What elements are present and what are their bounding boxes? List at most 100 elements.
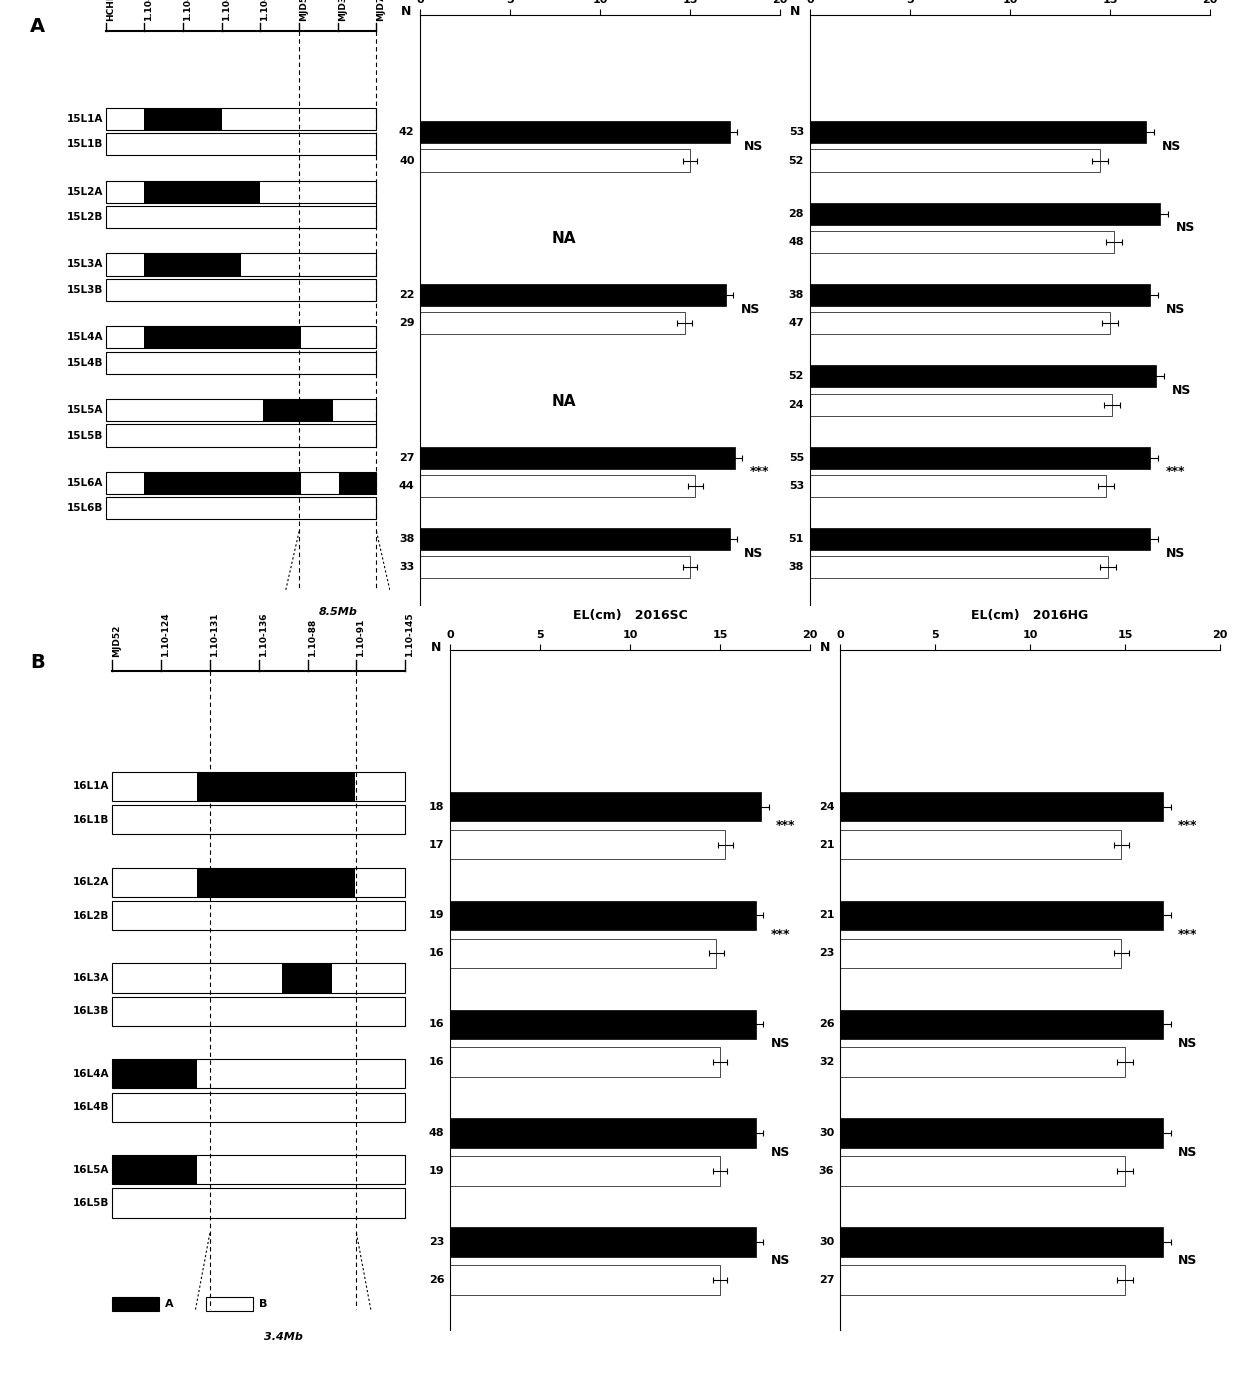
Text: NS: NS xyxy=(1178,1037,1198,1050)
Bar xyxy=(450,1118,756,1148)
Bar xyxy=(105,278,377,301)
Text: 18: 18 xyxy=(429,802,445,812)
Bar xyxy=(112,1060,405,1089)
Text: 15L6B: 15L6B xyxy=(67,503,103,514)
Text: NS: NS xyxy=(770,1255,790,1267)
Text: N: N xyxy=(430,640,441,654)
Bar xyxy=(112,1155,405,1184)
Text: 17: 17 xyxy=(429,839,445,849)
Text: 24: 24 xyxy=(789,400,804,410)
Bar xyxy=(839,1156,1125,1186)
Bar xyxy=(810,202,1159,224)
Text: A: A xyxy=(165,1299,174,1309)
Bar xyxy=(105,472,144,494)
Text: 15L1A: 15L1A xyxy=(67,114,103,123)
Text: 15L2B: 15L2B xyxy=(67,212,103,222)
Text: 23: 23 xyxy=(818,949,835,958)
Text: NS: NS xyxy=(1162,140,1182,152)
Bar xyxy=(112,1188,405,1217)
Bar xyxy=(112,964,405,993)
Text: HCHR1-66: HCHR1-66 xyxy=(105,0,115,21)
Text: 1.10-28: 1.10-28 xyxy=(222,0,231,21)
Text: N: N xyxy=(790,4,800,18)
Bar xyxy=(105,424,377,446)
Text: 27: 27 xyxy=(399,453,414,463)
Bar xyxy=(356,771,405,801)
Text: 29: 29 xyxy=(399,319,414,328)
Text: B: B xyxy=(30,654,45,672)
Text: NS: NS xyxy=(744,140,764,152)
Text: 16: 16 xyxy=(429,1019,445,1029)
Text: 38: 38 xyxy=(399,535,414,544)
Bar xyxy=(105,399,377,421)
Text: 1.10-2: 1.10-2 xyxy=(260,0,269,21)
Text: N: N xyxy=(401,4,410,18)
Bar xyxy=(332,964,405,993)
Bar xyxy=(839,1265,1125,1295)
Text: 16L3A: 16L3A xyxy=(73,974,109,983)
Text: 16L1A: 16L1A xyxy=(73,781,109,791)
Bar xyxy=(112,997,405,1026)
Bar xyxy=(112,902,405,931)
Bar xyxy=(810,475,1106,497)
Text: MJD30: MJD30 xyxy=(337,0,347,21)
Text: 1.10-145: 1.10-145 xyxy=(405,612,414,658)
Bar xyxy=(420,284,725,306)
Bar xyxy=(810,284,1149,306)
Bar xyxy=(810,150,1100,172)
Text: 26: 26 xyxy=(818,1019,835,1029)
Bar xyxy=(112,997,405,1026)
Text: NS: NS xyxy=(744,547,764,560)
Bar xyxy=(105,133,377,155)
Text: 1.10-14: 1.10-14 xyxy=(144,0,154,21)
Bar xyxy=(105,180,377,202)
Text: 42: 42 xyxy=(399,127,414,137)
Text: 44: 44 xyxy=(399,481,414,492)
Bar xyxy=(105,133,377,155)
Text: 24: 24 xyxy=(818,802,835,812)
Text: B: B xyxy=(259,1299,267,1309)
Bar xyxy=(260,180,377,202)
Bar xyxy=(839,1010,1163,1039)
Text: NS: NS xyxy=(1176,222,1195,234)
Bar xyxy=(300,327,377,349)
Bar xyxy=(839,900,1163,931)
Bar xyxy=(420,120,729,143)
Bar xyxy=(450,1047,720,1078)
Bar xyxy=(263,399,334,421)
Text: 16: 16 xyxy=(429,1057,445,1066)
Bar xyxy=(839,1227,1163,1256)
Text: NA: NA xyxy=(552,395,577,409)
Text: NS: NS xyxy=(1178,1145,1198,1158)
Text: 15L6A: 15L6A xyxy=(67,478,103,488)
Bar xyxy=(839,830,1121,859)
Bar xyxy=(839,939,1121,968)
Text: 30: 30 xyxy=(820,1237,835,1246)
Bar xyxy=(112,1093,405,1122)
Text: 33: 33 xyxy=(399,562,414,572)
Text: 1.10-124: 1.10-124 xyxy=(161,612,170,658)
Text: 16L1B: 16L1B xyxy=(73,814,109,824)
Bar xyxy=(197,867,356,897)
Bar xyxy=(241,253,377,276)
Bar xyxy=(105,180,144,202)
Bar xyxy=(839,1118,1163,1148)
Bar xyxy=(300,472,339,494)
Text: 51: 51 xyxy=(789,535,804,544)
Bar xyxy=(144,327,300,349)
Bar xyxy=(197,1155,405,1184)
Text: NA: NA xyxy=(552,231,577,247)
Bar xyxy=(105,497,377,519)
Bar xyxy=(105,497,377,519)
Bar xyxy=(810,120,1146,143)
Bar xyxy=(112,1296,159,1312)
Text: 15L3A: 15L3A xyxy=(67,259,103,270)
Bar xyxy=(420,557,689,579)
Bar xyxy=(450,830,725,859)
Text: 48: 48 xyxy=(429,1129,445,1138)
Text: 19: 19 xyxy=(429,1166,445,1176)
Text: 40: 40 xyxy=(399,155,414,166)
Text: 53: 53 xyxy=(789,481,804,492)
Bar xyxy=(105,352,377,374)
Bar xyxy=(450,1265,720,1295)
